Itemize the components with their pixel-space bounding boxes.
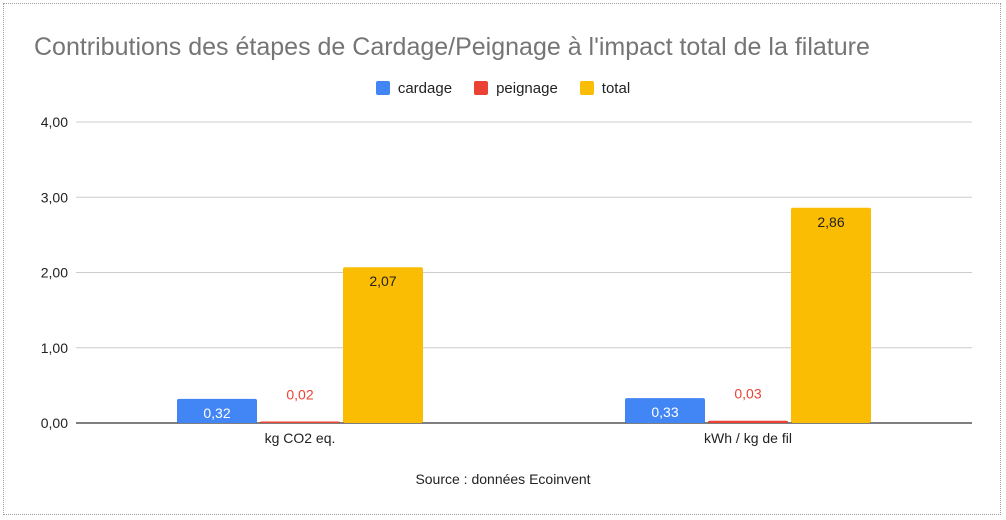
bar-total <box>343 267 423 423</box>
x-tick-label: kg CO2 eq. <box>265 430 336 446</box>
data-label-cardage: 0,32 <box>203 405 230 421</box>
legend: cardage peignage total <box>0 78 1006 98</box>
bar-peignage <box>260 421 340 423</box>
x-tick-label: kWh / kg de fil <box>704 430 792 446</box>
y-tick-label: 3,00 <box>41 189 68 205</box>
legend-label-peignage: peignage <box>496 79 558 97</box>
source-note: Source : données Ecoinvent <box>415 471 591 487</box>
data-label-total: 2,86 <box>817 214 844 230</box>
data-label-cardage: 0,33 <box>651 404 678 420</box>
legend-item-total: total <box>579 79 631 97</box>
chart-title: Contributions des étapes de Cardage/Peig… <box>34 33 870 61</box>
legend-item-cardage: cardage <box>375 79 453 97</box>
legend-swatch-cardage <box>375 81 390 95</box>
chart-frame <box>3 3 1001 515</box>
bar-total <box>791 207 871 423</box>
y-tick-label: 2,00 <box>41 265 68 281</box>
y-tick-label: 4,00 <box>41 114 68 130</box>
legend-label-cardage: cardage <box>397 79 453 97</box>
y-tick-label: 1,00 <box>41 340 68 356</box>
legend-swatch-peignage <box>474 81 489 95</box>
data-label-total: 2,07 <box>369 273 396 289</box>
legend-label-total: total <box>601 79 631 97</box>
y-tick-label: 0,00 <box>41 415 68 431</box>
bar-peignage <box>708 420 788 423</box>
data-label-peignage: 0,03 <box>734 386 761 402</box>
bar-cardage <box>625 398 705 423</box>
legend-swatch-total <box>579 81 594 95</box>
legend-item-peignage: peignage <box>474 80 558 97</box>
bar-cardage <box>177 398 257 423</box>
data-label-peignage: 0,02 <box>286 386 313 402</box>
